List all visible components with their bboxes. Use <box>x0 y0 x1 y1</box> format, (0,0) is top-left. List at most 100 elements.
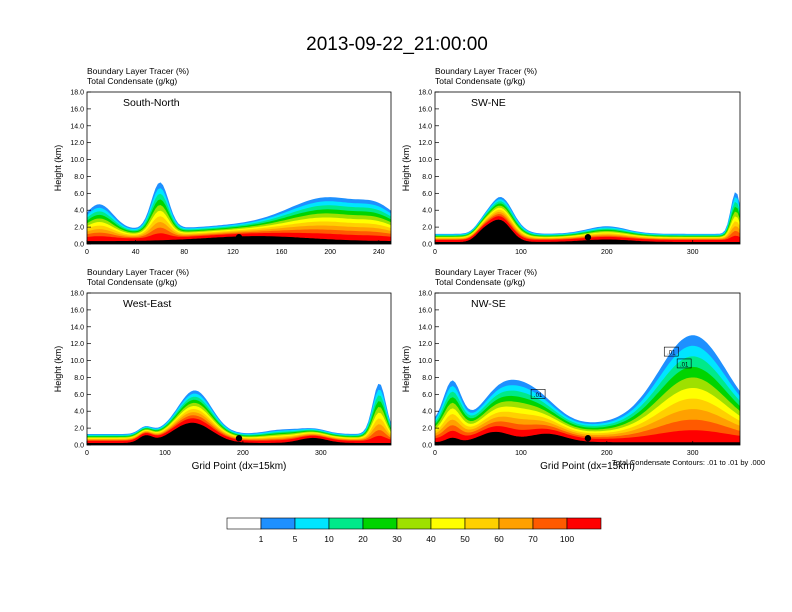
y-tick-label: 2.0 <box>422 426 432 433</box>
colorbar-swatch <box>464 517 500 530</box>
y-tick-label: 4.0 <box>74 208 84 215</box>
x-tick-label: 300 <box>687 249 699 256</box>
colorbar-swatch <box>498 517 534 530</box>
colorbar-swatch <box>430 517 466 530</box>
y-tick-label: 0.0 <box>74 443 84 450</box>
colorbar-swatch <box>226 517 262 530</box>
y-tick-label: 10.0 <box>418 157 432 164</box>
panel-label: South-North <box>123 97 180 109</box>
y-tick-label: 2.0 <box>74 225 84 232</box>
y-axis-label: Height (km) <box>53 346 63 393</box>
colorbar: 1 5 10 20 30 40 50 60 70 100 <box>226 517 602 544</box>
x-tick-label: 200 <box>601 249 613 256</box>
panel-header-line: Boundary Layer Tracer (%) <box>87 66 189 76</box>
panel-header-line: Total Condensate (g/kg) <box>435 277 525 287</box>
x-tick-label: 0 <box>85 450 89 457</box>
y-tick-label: 6.0 <box>74 191 84 198</box>
y-axis-label: Height (km) <box>53 145 63 192</box>
panel-header-line: Total Condensate (g/kg) <box>435 76 525 86</box>
terrain <box>435 431 740 445</box>
colorbar-swatch <box>566 517 602 530</box>
colorbar-swatch <box>362 517 398 530</box>
y-tick-label: 2.0 <box>422 225 432 232</box>
y-tick-label: 16.0 <box>70 307 84 314</box>
y-tick-label: 4.0 <box>74 409 84 416</box>
x-tick-label: 100 <box>515 249 527 256</box>
x-tick-label: 0 <box>433 249 437 256</box>
y-tick-label: 12.0 <box>418 341 432 348</box>
x-tick-label: 300 <box>315 450 327 457</box>
panel-south-north: Boundary Layer Tracer (%)Total Condensat… <box>53 66 392 256</box>
y-tick-label: 12.0 <box>70 140 84 147</box>
tracer-field <box>435 335 740 445</box>
contour-label-box <box>663 346 679 357</box>
colorbar-label: 20 <box>358 534 368 544</box>
y-tick-label: 10.0 <box>70 157 84 164</box>
surface-marker <box>584 234 592 241</box>
colorbar-label: 10 <box>324 534 334 544</box>
contour-label: .01 <box>680 362 689 368</box>
y-tick-label: 6.0 <box>422 392 432 399</box>
panel-sw-ne: Boundary Layer Tracer (%)Total Condensat… <box>401 66 741 256</box>
surface-marker <box>584 435 592 442</box>
colorbar-label: 1 <box>259 534 264 544</box>
panel-header-line: Boundary Layer Tracer (%) <box>435 267 537 277</box>
x-tick-label: 100 <box>159 450 171 457</box>
contour-footnote: Total Condensate Contours: .01 to .01 by… <box>612 458 765 467</box>
plot-frame <box>434 91 741 245</box>
panels: Boundary Layer Tracer (%)Total Condensat… <box>53 66 741 472</box>
y-tick-label: 0.0 <box>422 443 432 450</box>
figure-title: 2013-09-22_21:00:00 <box>306 34 488 55</box>
contour-label-box <box>676 358 692 369</box>
colorbar-label: 30 <box>392 534 402 544</box>
y-tick-label: 10.0 <box>70 358 84 365</box>
y-tick-label: 4.0 <box>422 208 432 215</box>
y-tick-label: 18.0 <box>418 90 432 97</box>
x-tick-label: 120 <box>227 249 239 256</box>
panel-header-line: Boundary Layer Tracer (%) <box>435 66 537 76</box>
x-tick-label: 80 <box>180 249 188 256</box>
y-tick-label: 10.0 <box>418 358 432 365</box>
y-tick-label: 12.0 <box>70 341 84 348</box>
y-tick-label: 8.0 <box>74 375 84 382</box>
colorbar-swatch <box>396 517 432 530</box>
x-tick-label: 40 <box>132 249 140 256</box>
tracer-field <box>87 383 391 445</box>
x-tick-label: 100 <box>515 450 527 457</box>
contour-label: .01 <box>534 393 543 399</box>
surface-marker <box>235 435 243 442</box>
x-tick-label: 200 <box>237 450 249 457</box>
y-tick-label: 18.0 <box>70 291 84 298</box>
y-tick-label: 8.0 <box>422 375 432 382</box>
colorbar-label: 100 <box>560 534 574 544</box>
y-tick-label: 2.0 <box>74 426 84 433</box>
terrain <box>435 219 740 244</box>
panel-label: SW-NE <box>471 97 506 109</box>
y-tick-label: 6.0 <box>422 191 432 198</box>
panel-header-line: Total Condensate (g/kg) <box>87 76 177 86</box>
panel-west-east: Boundary Layer Tracer (%)Total Condensat… <box>53 267 392 472</box>
colorbar-label: 50 <box>460 534 470 544</box>
y-tick-label: 16.0 <box>418 106 432 113</box>
plot-frame <box>434 292 741 446</box>
y-tick-label: 14.0 <box>418 324 432 331</box>
y-tick-label: 0.0 <box>422 242 432 249</box>
contour-label: .01 <box>667 351 676 357</box>
x-tick-label: 0 <box>433 450 437 457</box>
colorbar-label: 5 <box>293 534 298 544</box>
y-tick-label: 14.0 <box>70 123 84 130</box>
x-tick-label: 0 <box>85 249 89 256</box>
panel-header-line: Total Condensate (g/kg) <box>87 277 177 287</box>
x-tick-label: 300 <box>687 450 699 457</box>
panel-label: West-East <box>123 298 171 310</box>
x-tick-label: 240 <box>373 249 385 256</box>
y-tick-label: 16.0 <box>418 307 432 314</box>
y-tick-label: 6.0 <box>74 392 84 399</box>
tracer-field <box>435 192 740 244</box>
plot-frame <box>86 91 392 245</box>
colorbar-label: 60 <box>494 534 504 544</box>
y-tick-label: 18.0 <box>418 291 432 298</box>
colorbar-swatch <box>328 517 364 530</box>
colorbar-label: 40 <box>426 534 436 544</box>
